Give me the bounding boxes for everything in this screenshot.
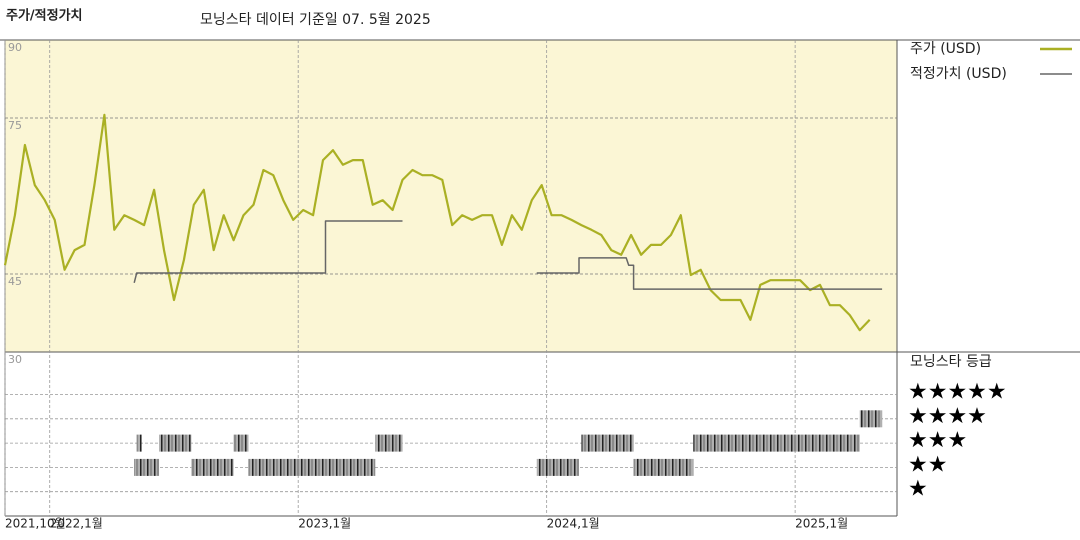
chart-subtitle: 모닝스타 데이터 기준일 07. 5월 2025 xyxy=(200,12,431,28)
x-tick-label: 2025,1월 xyxy=(795,517,848,531)
x-tick-label: 2021,10월 xyxy=(5,517,66,531)
y-tick-label: 75 xyxy=(8,119,22,132)
y-tick-label: 45 xyxy=(8,275,22,288)
rating-bar xyxy=(581,434,634,452)
rating-bar xyxy=(859,410,883,428)
rating-label: ★★★★ xyxy=(908,404,987,429)
rating-title: 모닝스타 등급 xyxy=(910,354,992,370)
series-line xyxy=(133,220,883,290)
rating-bar xyxy=(248,458,376,476)
rating-label: ★★★★★ xyxy=(908,380,1007,405)
rating-bar xyxy=(134,458,160,476)
rating-bar xyxy=(136,434,142,452)
x-tick-label: 2024,1월 xyxy=(547,517,600,531)
rating-bar xyxy=(159,434,192,452)
rating-bar xyxy=(536,458,579,476)
x-tick-label: 2022,1월 xyxy=(50,517,103,531)
rating-bar xyxy=(693,434,860,452)
rating-label: ★ xyxy=(908,477,928,502)
y-tick-label: 90 xyxy=(8,41,22,54)
rating-bar xyxy=(633,458,694,476)
x-tick-label: 2023,1월 xyxy=(298,517,351,531)
rating-bar xyxy=(191,458,234,476)
rating-label: ★★★ xyxy=(908,428,967,453)
rating-bar xyxy=(375,434,403,452)
legend-label: 적정가치 (USD) xyxy=(910,66,1007,82)
plot-background xyxy=(5,40,897,352)
series-line xyxy=(3,113,871,332)
rating-bar xyxy=(233,434,249,452)
legend-label: 주가 (USD) xyxy=(910,41,981,57)
rating-label: ★★ xyxy=(908,452,947,477)
y-tick-label: 30 xyxy=(8,353,22,366)
chart-title: 주가/적정가치 xyxy=(6,8,83,24)
